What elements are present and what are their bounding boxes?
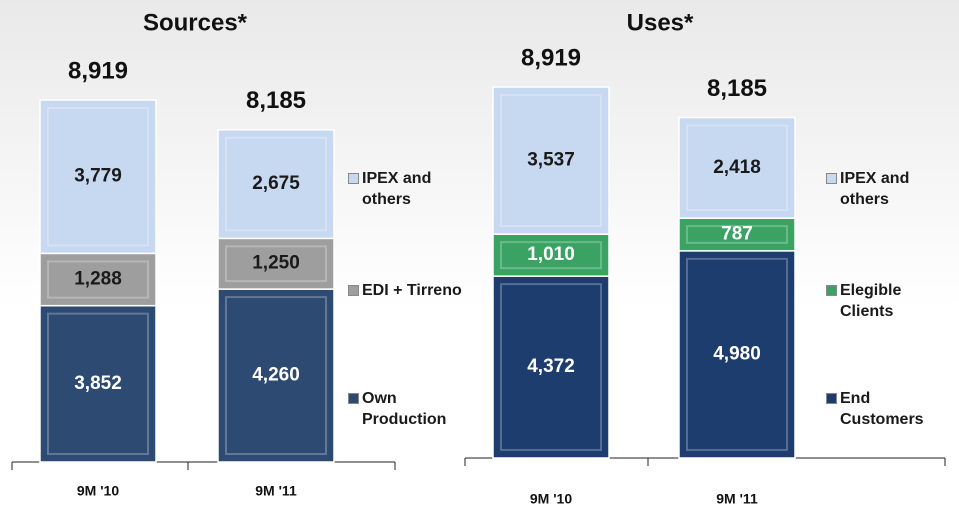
data-label: 4,260 xyxy=(252,365,300,386)
x-tick-label: 9M '11 xyxy=(716,491,758,507)
bar-segment xyxy=(217,129,335,240)
bar-bevel xyxy=(686,124,788,212)
data-label: 4,372 xyxy=(527,356,575,377)
bar-bevel xyxy=(500,94,602,228)
bar-segment xyxy=(39,304,157,463)
x-tick-label: 9M '10 xyxy=(530,491,572,507)
total-label: 8,185 xyxy=(246,87,306,114)
legend-swatch xyxy=(826,173,837,184)
bar-bevel xyxy=(686,225,788,244)
data-label: 1,010 xyxy=(527,244,575,265)
bar-segment xyxy=(39,99,157,255)
data-label: 1,250 xyxy=(252,253,300,274)
chart-title: Uses* xyxy=(627,9,694,36)
total-label: 8,185 xyxy=(707,75,767,102)
data-label: 1,288 xyxy=(74,269,122,290)
legend-label: Own Production xyxy=(362,390,447,428)
data-label: 2,675 xyxy=(252,173,300,194)
bar-segment xyxy=(492,233,610,277)
bar-segment xyxy=(678,217,796,252)
legend-swatch xyxy=(826,285,837,296)
bar-bevel xyxy=(47,107,149,247)
legend-item: Own Production xyxy=(348,388,472,430)
data-label: 787 xyxy=(721,223,753,244)
data-label: 3,779 xyxy=(74,166,122,187)
bar-bevel xyxy=(225,245,327,283)
legend-swatch xyxy=(348,393,359,404)
chart-title: Sources* xyxy=(143,9,248,36)
data-label: 3,537 xyxy=(527,150,575,171)
legend-label: IPEX and others xyxy=(362,170,432,208)
legend-item: Elegible Clients xyxy=(826,280,950,322)
bar-bevel xyxy=(225,296,327,455)
legend-item: EDI + Tirreno xyxy=(348,280,472,301)
legend-label: End Customers xyxy=(840,390,924,428)
bar-bevel xyxy=(500,241,602,270)
data-label: 2,418 xyxy=(713,157,761,178)
data-label: 3,852 xyxy=(74,373,122,394)
legend-item: End Customers xyxy=(826,388,950,430)
bar-bevel xyxy=(47,312,149,456)
legend-swatch xyxy=(348,285,359,296)
bar-segment xyxy=(678,250,796,459)
bar-bevel xyxy=(47,260,149,299)
legend-swatch xyxy=(348,173,359,184)
data-label: 4,980 xyxy=(713,343,761,364)
x-tick-label: 9M '10 xyxy=(77,483,119,499)
bar-segment xyxy=(492,275,610,459)
bar-segment xyxy=(492,86,610,235)
legend-item: IPEX and others xyxy=(826,168,950,210)
bar-segment xyxy=(678,116,796,219)
bar-bevel xyxy=(500,283,602,452)
legend-label: Elegible Clients xyxy=(840,282,902,320)
bar-segment xyxy=(217,288,335,463)
legend-swatch xyxy=(826,393,837,404)
x-tick-label: 9M '11 xyxy=(255,483,297,499)
total-label: 8,919 xyxy=(521,44,581,71)
legend-item: IPEX and others xyxy=(348,168,472,210)
legend-label: EDI + Tirreno xyxy=(362,282,462,299)
total-label: 8,919 xyxy=(68,57,128,84)
bar-bevel xyxy=(225,136,327,232)
bar-bevel xyxy=(686,257,788,451)
legend-label: IPEX and others xyxy=(840,170,910,208)
